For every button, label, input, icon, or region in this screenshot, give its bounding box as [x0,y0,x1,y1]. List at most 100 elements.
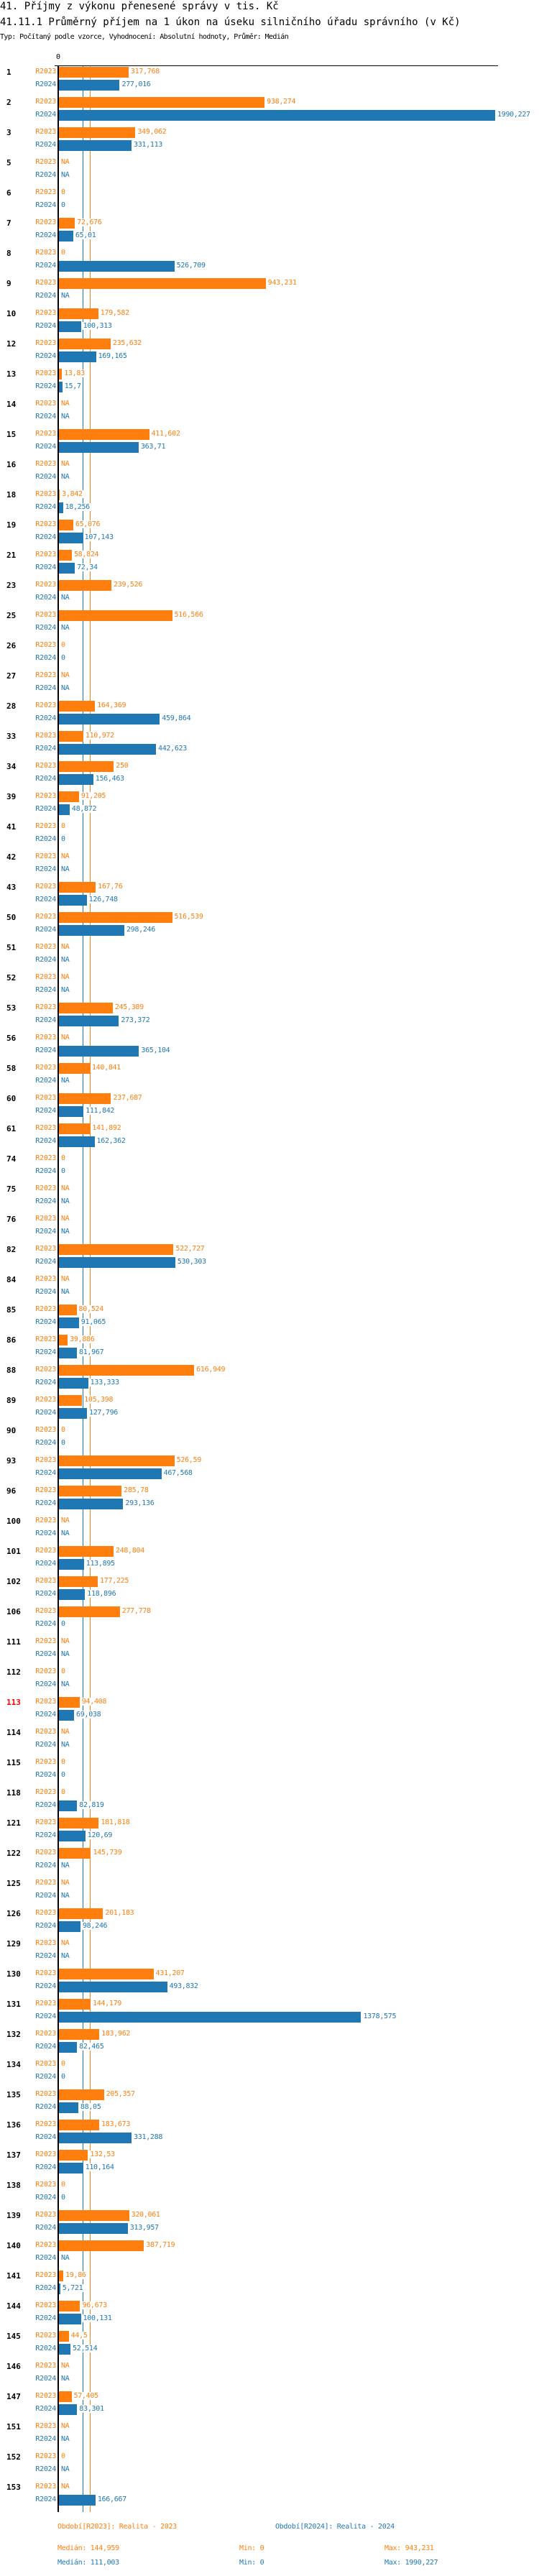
category-label: 106 [6,1607,21,1616]
series-label-r2024: R2024 [35,1922,56,1930]
bar-r2024 [59,563,75,574]
value-label-r2024: NA [60,594,70,602]
series-label-r2023: R2023 [35,852,56,860]
series-label-r2023: R2023 [35,158,56,166]
value-label-r2024: NA [60,2435,70,2443]
value-label-r2024: 126,748 [88,896,119,903]
series-label-r2024: R2024 [35,2012,56,2020]
category-label: 132 [6,2030,21,2039]
category-label: 76 [6,1215,17,1224]
value-label-r2023: 145,739 [92,1849,123,1857]
series-label-r2024: R2024 [35,1016,56,1024]
bar-r2024 [59,80,120,91]
category-label: 61 [6,1124,17,1133]
series-label-r2023: R2023 [35,68,56,75]
value-label-r2023: 0 [60,1426,66,1434]
series-label-r2024: R2024 [35,1197,56,1205]
value-label-r2023: 19,86 [65,2271,87,2279]
bar-r2024 [59,1378,88,1389]
series-label-r2024: R2024 [35,2224,56,2232]
bar-r2024 [59,744,156,755]
series-label-r2023: R2023 [35,2150,56,2158]
series-label-r2024: R2024 [35,322,56,330]
category-label: 114 [6,1728,21,1737]
value-label-r2023: NA [60,943,70,951]
bar-r2024 [59,2314,81,2324]
value-label-r2023: 411,602 [150,430,181,438]
series-label-r2024: R2024 [35,1288,56,1296]
bar-r2023 [59,1395,83,1406]
bar-r2023 [59,1003,113,1013]
value-label-r2024: 48,872 [70,805,98,813]
category-label: 141 [6,2271,21,2281]
category-label: 10 [6,309,17,318]
value-label-r2024: 120,69 [86,1831,114,1839]
value-label-r2024: 100,313 [82,322,113,330]
value-label-r2024: NA [60,1197,70,1205]
category-label: 18 [6,490,17,500]
series-label-r2024: R2024 [35,473,56,481]
value-label-r2024: NA [60,1228,70,1236]
value-label-r2023: 201,183 [104,1909,135,1917]
bar-r2024 [59,1800,78,1811]
category-label: 130 [6,1969,21,1979]
legend-r2023-min: Min: 0 [239,2544,264,2552]
category-label: 125 [6,1879,21,1888]
legend-r2023-period: Období[R2023]: Realita - 2023 [57,2523,177,2531]
value-label-r2023: 65,076 [74,520,101,528]
bar-r2024 [59,1589,86,1600]
series-label-r2024: R2024 [35,835,56,843]
series-label-r2023: R2023 [35,1275,56,1283]
bar-r2024 [59,1348,77,1358]
value-label-r2023: NA [60,973,70,981]
bar-r2023 [59,97,265,108]
value-label-r2024: 331,288 [133,2133,164,2141]
value-label-r2024: NA [60,292,70,300]
series-label-r2023: R2023 [35,1668,56,1675]
series-label-r2024: R2024 [35,1167,56,1175]
series-label-r2024: R2024 [35,1107,56,1115]
series-label-r2023: R2023 [35,2271,56,2279]
value-label-r2024: 1378,575 [362,2012,397,2020]
y-axis-line [57,65,59,2512]
series-label-r2024: R2024 [35,2043,56,2051]
value-label-r2023: 0 [60,2060,66,2068]
bar-r2024 [59,1106,84,1117]
bar-r2024 [59,110,495,121]
series-label-r2023: R2023 [35,2422,56,2430]
bar-r2024 [59,714,160,724]
series-label-r2023: R2023 [35,1215,56,1223]
value-label-r2023: 94,408 [80,1698,108,1706]
series-label-r2023: R2023 [35,551,56,558]
series-label-r2024: R2024 [35,805,56,813]
series-label-r2024: R2024 [35,231,56,239]
value-label-r2023: 141,892 [91,1124,122,1132]
value-label-r2023: 0 [60,1668,66,1675]
bar-r2023 [59,2240,144,2251]
value-label-r2023: 0 [60,2452,66,2460]
value-label-r2023: 235,632 [111,339,142,347]
category-label: 111 [6,1637,21,1647]
category-label: 121 [6,1818,21,1828]
x-axis-line [55,65,498,66]
value-label-r2023: NA [60,1184,70,1192]
category-label: 1 [6,68,11,77]
bar-r2023 [59,1999,91,2010]
series-label-r2023: R2023 [35,1547,56,1555]
series-label-r2023: R2023 [35,369,56,377]
category-label: 8 [6,249,11,258]
category-label: 16 [6,460,17,469]
bar-r2024 [59,2133,132,2143]
bar-r2024 [59,1046,139,1057]
bar-r2023 [59,2301,80,2312]
bar-r2023 [59,610,172,621]
value-label-r2024: NA [60,986,70,994]
value-label-r2023: NA [60,2362,70,2370]
series-label-r2024: R2024 [35,1650,56,1658]
series-label-r2024: R2024 [35,2284,56,2292]
value-label-r2023: 58,824 [73,551,100,558]
series-label-r2023: R2023 [35,460,56,468]
value-label-r2023: 285,78 [123,1486,149,1494]
series-label-r2023: R2023 [35,2452,56,2460]
series-label-r2024: R2024 [35,2254,56,2262]
